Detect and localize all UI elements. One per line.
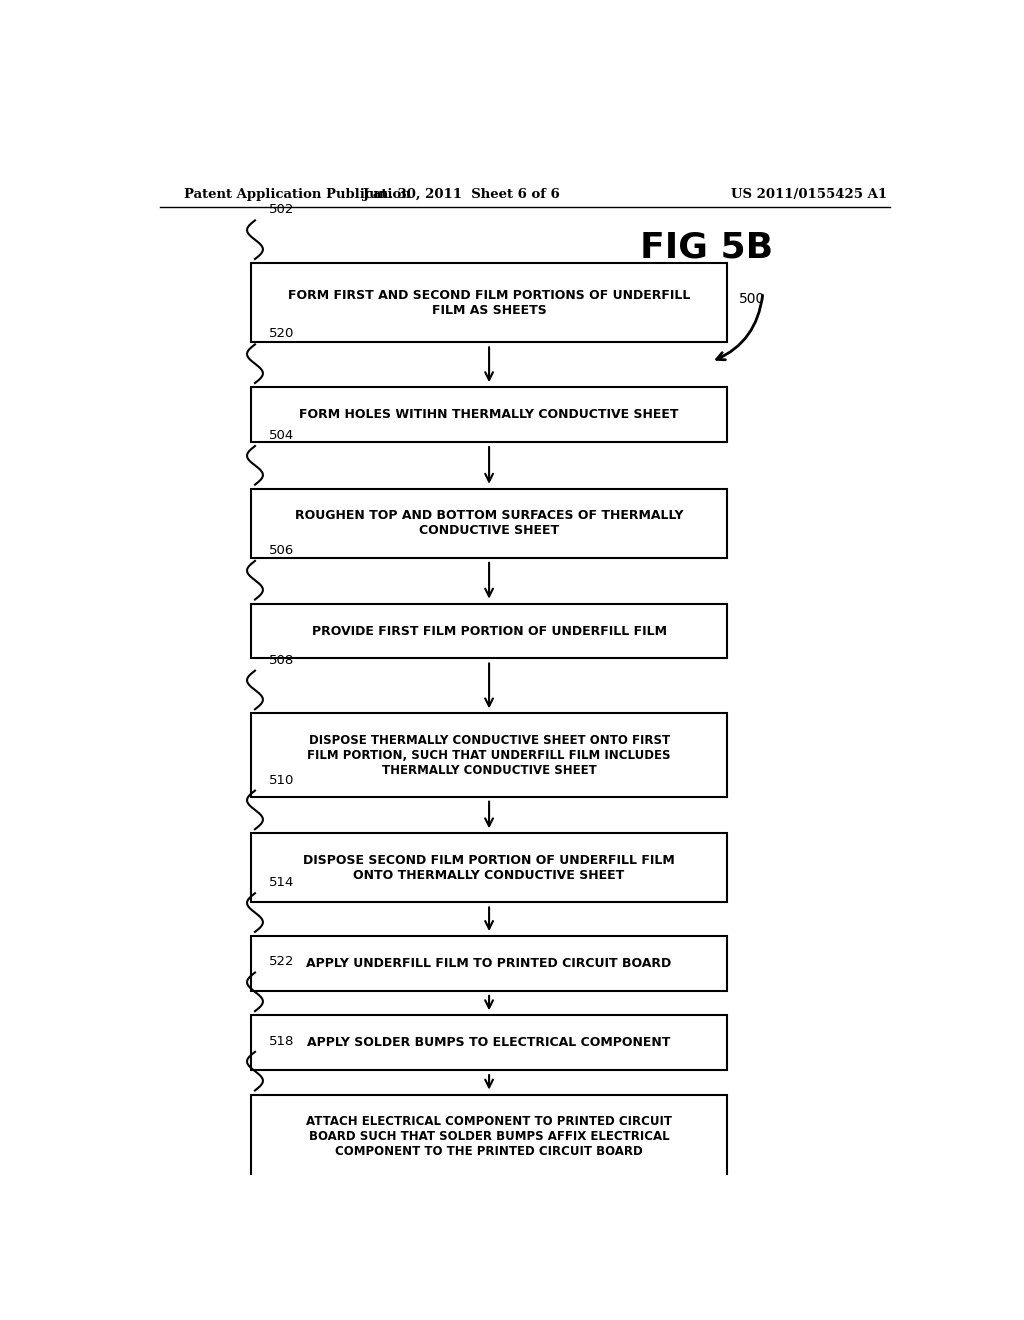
- Text: FORM HOLES WITIHN THERMALLY CONDUCTIVE SHEET: FORM HOLES WITIHN THERMALLY CONDUCTIVE S…: [299, 408, 679, 421]
- Text: FORM FIRST AND SECOND FILM PORTIONS OF UNDERFILL
FILM AS SHEETS: FORM FIRST AND SECOND FILM PORTIONS OF U…: [288, 289, 690, 317]
- Text: Patent Application Publication: Patent Application Publication: [183, 189, 411, 202]
- Bar: [251, 713, 727, 797]
- Bar: [251, 936, 727, 991]
- Text: 520: 520: [269, 327, 295, 341]
- Text: Jun. 30, 2011  Sheet 6 of 6: Jun. 30, 2011 Sheet 6 of 6: [362, 189, 560, 202]
- Text: ROUGHEN TOP AND BOTTOM SURFACES OF THERMALLY
CONDUCTIVE SHEET: ROUGHEN TOP AND BOTTOM SURFACES OF THERM…: [295, 510, 683, 537]
- Bar: [251, 833, 727, 903]
- Bar: [251, 387, 727, 442]
- Text: US 2011/0155425 A1: US 2011/0155425 A1: [731, 189, 887, 202]
- Text: ATTACH ELECTRICAL COMPONENT TO PRINTED CIRCUIT
BOARD SUCH THAT SOLDER BUMPS AFFI: ATTACH ELECTRICAL COMPONENT TO PRINTED C…: [306, 1114, 672, 1158]
- Text: 510: 510: [269, 774, 295, 787]
- Text: 508: 508: [269, 653, 295, 667]
- Bar: [251, 1015, 727, 1071]
- Text: 518: 518: [269, 1035, 295, 1048]
- Bar: [251, 263, 727, 342]
- Text: APPLY SOLDER BUMPS TO ELECTRICAL COMPONENT: APPLY SOLDER BUMPS TO ELECTRICAL COMPONE…: [307, 1036, 671, 1049]
- Bar: [251, 488, 727, 558]
- Text: APPLY UNDERFILL FILM TO PRINTED CIRCUIT BOARD: APPLY UNDERFILL FILM TO PRINTED CIRCUIT …: [306, 957, 672, 970]
- Bar: [251, 603, 727, 659]
- Text: FIG 5B: FIG 5B: [640, 231, 773, 265]
- Text: 506: 506: [269, 544, 295, 557]
- Bar: [251, 1094, 727, 1177]
- Text: PROVIDE FIRST FILM PORTION OF UNDERFILL FILM: PROVIDE FIRST FILM PORTION OF UNDERFILL …: [311, 624, 667, 638]
- Text: 500: 500: [739, 292, 765, 306]
- Text: DISPOSE SECOND FILM PORTION OF UNDERFILL FILM
ONTO THERMALLY CONDUCTIVE SHEET: DISPOSE SECOND FILM PORTION OF UNDERFILL…: [303, 854, 675, 882]
- Text: 522: 522: [269, 956, 295, 969]
- Text: 502: 502: [269, 203, 295, 216]
- Text: DISPOSE THERMALLY CONDUCTIVE SHEET ONTO FIRST
FILM PORTION, SUCH THAT UNDERFILL : DISPOSE THERMALLY CONDUCTIVE SHEET ONTO …: [307, 734, 671, 776]
- Text: 504: 504: [269, 429, 295, 442]
- Text: 514: 514: [269, 876, 295, 890]
